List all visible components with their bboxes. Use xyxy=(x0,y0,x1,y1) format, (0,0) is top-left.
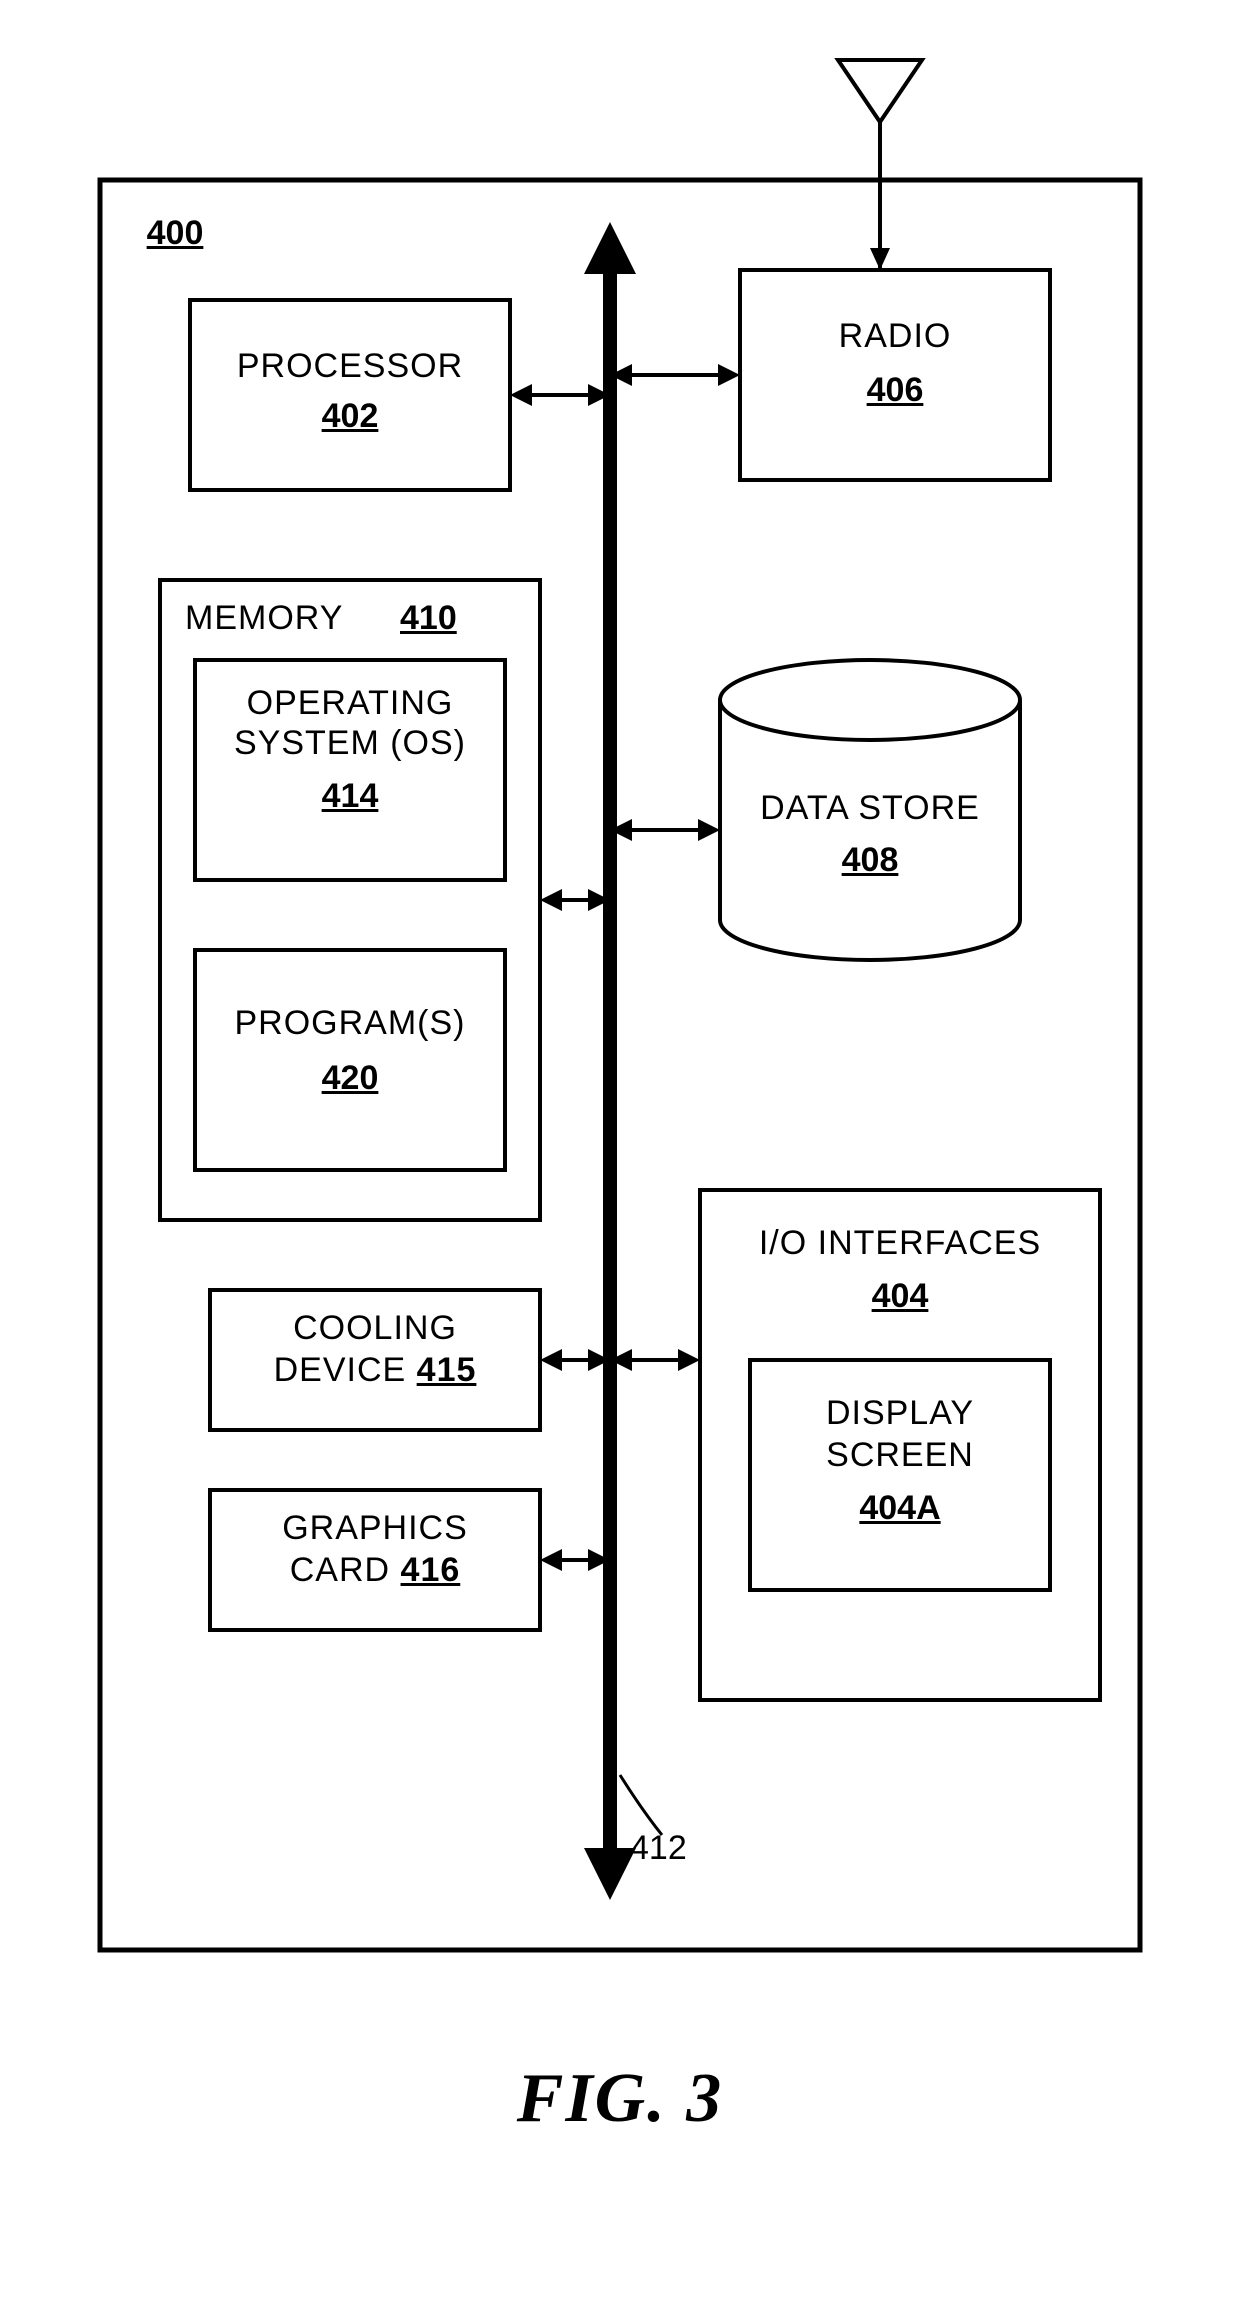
display-label-line2: SCREEN xyxy=(750,1437,1050,1474)
bus-412 xyxy=(584,222,636,1900)
memory-box xyxy=(160,580,540,1220)
cooling-label-line1: COOLING xyxy=(210,1310,540,1347)
conn-bus-io xyxy=(610,1349,700,1371)
bus-ref: 412 xyxy=(630,1830,730,1867)
os-label-line2: SYSTEM (OS) xyxy=(195,725,505,762)
conn-bus-radio xyxy=(610,364,740,386)
radio-label: RADIO xyxy=(740,318,1050,355)
graphics-label-line1: GRAPHICS xyxy=(210,1510,540,1547)
os-label-line1: OPERATING xyxy=(195,685,505,722)
cooling-ref: 415 xyxy=(417,1351,477,1389)
conn-processor-bus xyxy=(510,384,610,406)
processor-box xyxy=(190,300,510,490)
memory-label: MEMORY xyxy=(185,600,415,637)
graphics-label-line2: CARD 416 xyxy=(210,1552,540,1589)
system-ref: 400 xyxy=(135,215,215,252)
memory-ref: 410 xyxy=(400,600,480,637)
processor-label: PROCESSOR xyxy=(190,348,510,385)
conn-graphics-bus xyxy=(540,1549,610,1571)
conn-bus-datastore xyxy=(610,819,720,841)
os-ref: 414 xyxy=(195,778,505,815)
antenna-icon xyxy=(838,60,922,270)
io-ref: 404 xyxy=(700,1278,1100,1315)
cooling-label-line2: DEVICE 415 xyxy=(210,1352,540,1389)
figure-3-svg xyxy=(0,0,1240,2324)
radio-ref: 406 xyxy=(740,372,1050,409)
conn-cooling-bus xyxy=(540,1349,610,1371)
bus-leader xyxy=(620,1775,662,1835)
programs-label: PROGRAM(S) xyxy=(195,1005,505,1042)
datastore-ref: 408 xyxy=(720,842,1020,879)
processor-ref: 402 xyxy=(190,398,510,435)
datastore-label: DATA STORE xyxy=(720,790,1020,827)
figure-3-page: 400 PROCESSOR 402 RADIO 406 MEMORY 410 O… xyxy=(0,0,1240,2324)
programs-ref: 420 xyxy=(195,1060,505,1097)
figure-caption: FIG. 3 xyxy=(0,2060,1240,2137)
io-label: I/O INTERFACES xyxy=(700,1225,1100,1262)
graphics-ref: 416 xyxy=(401,1551,461,1589)
conn-memory-bus xyxy=(540,889,610,911)
display-ref: 404A xyxy=(750,1490,1050,1527)
display-label-line1: DISPLAY xyxy=(750,1395,1050,1432)
